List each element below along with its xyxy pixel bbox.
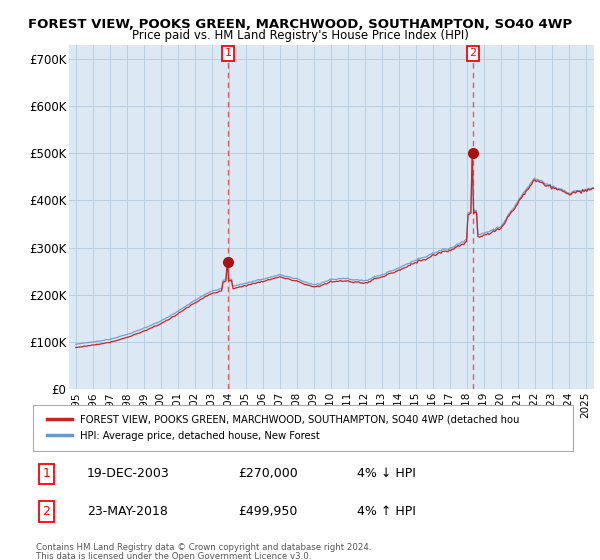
Text: £499,950: £499,950 bbox=[238, 505, 298, 518]
Legend: FOREST VIEW, POOKS GREEN, MARCHWOOD, SOUTHAMPTON, SO40 4WP (detached hou, HPI: A: FOREST VIEW, POOKS GREEN, MARCHWOOD, SOU… bbox=[43, 411, 524, 445]
Text: 1: 1 bbox=[224, 48, 232, 58]
Text: 2: 2 bbox=[469, 48, 476, 58]
Text: 4% ↓ HPI: 4% ↓ HPI bbox=[357, 468, 416, 480]
Text: 19-DEC-2003: 19-DEC-2003 bbox=[87, 468, 170, 480]
Text: 2: 2 bbox=[43, 505, 50, 518]
Text: This data is licensed under the Open Government Licence v3.0.: This data is licensed under the Open Gov… bbox=[36, 552, 311, 560]
Text: Contains HM Land Registry data © Crown copyright and database right 2024.: Contains HM Land Registry data © Crown c… bbox=[36, 543, 371, 552]
Text: 23-MAY-2018: 23-MAY-2018 bbox=[87, 505, 168, 518]
Text: 4% ↑ HPI: 4% ↑ HPI bbox=[357, 505, 416, 518]
Text: Price paid vs. HM Land Registry's House Price Index (HPI): Price paid vs. HM Land Registry's House … bbox=[131, 29, 469, 42]
Text: FOREST VIEW, POOKS GREEN, MARCHWOOD, SOUTHAMPTON, SO40 4WP: FOREST VIEW, POOKS GREEN, MARCHWOOD, SOU… bbox=[28, 18, 572, 31]
Text: £270,000: £270,000 bbox=[238, 468, 298, 480]
Text: 1: 1 bbox=[43, 468, 50, 480]
